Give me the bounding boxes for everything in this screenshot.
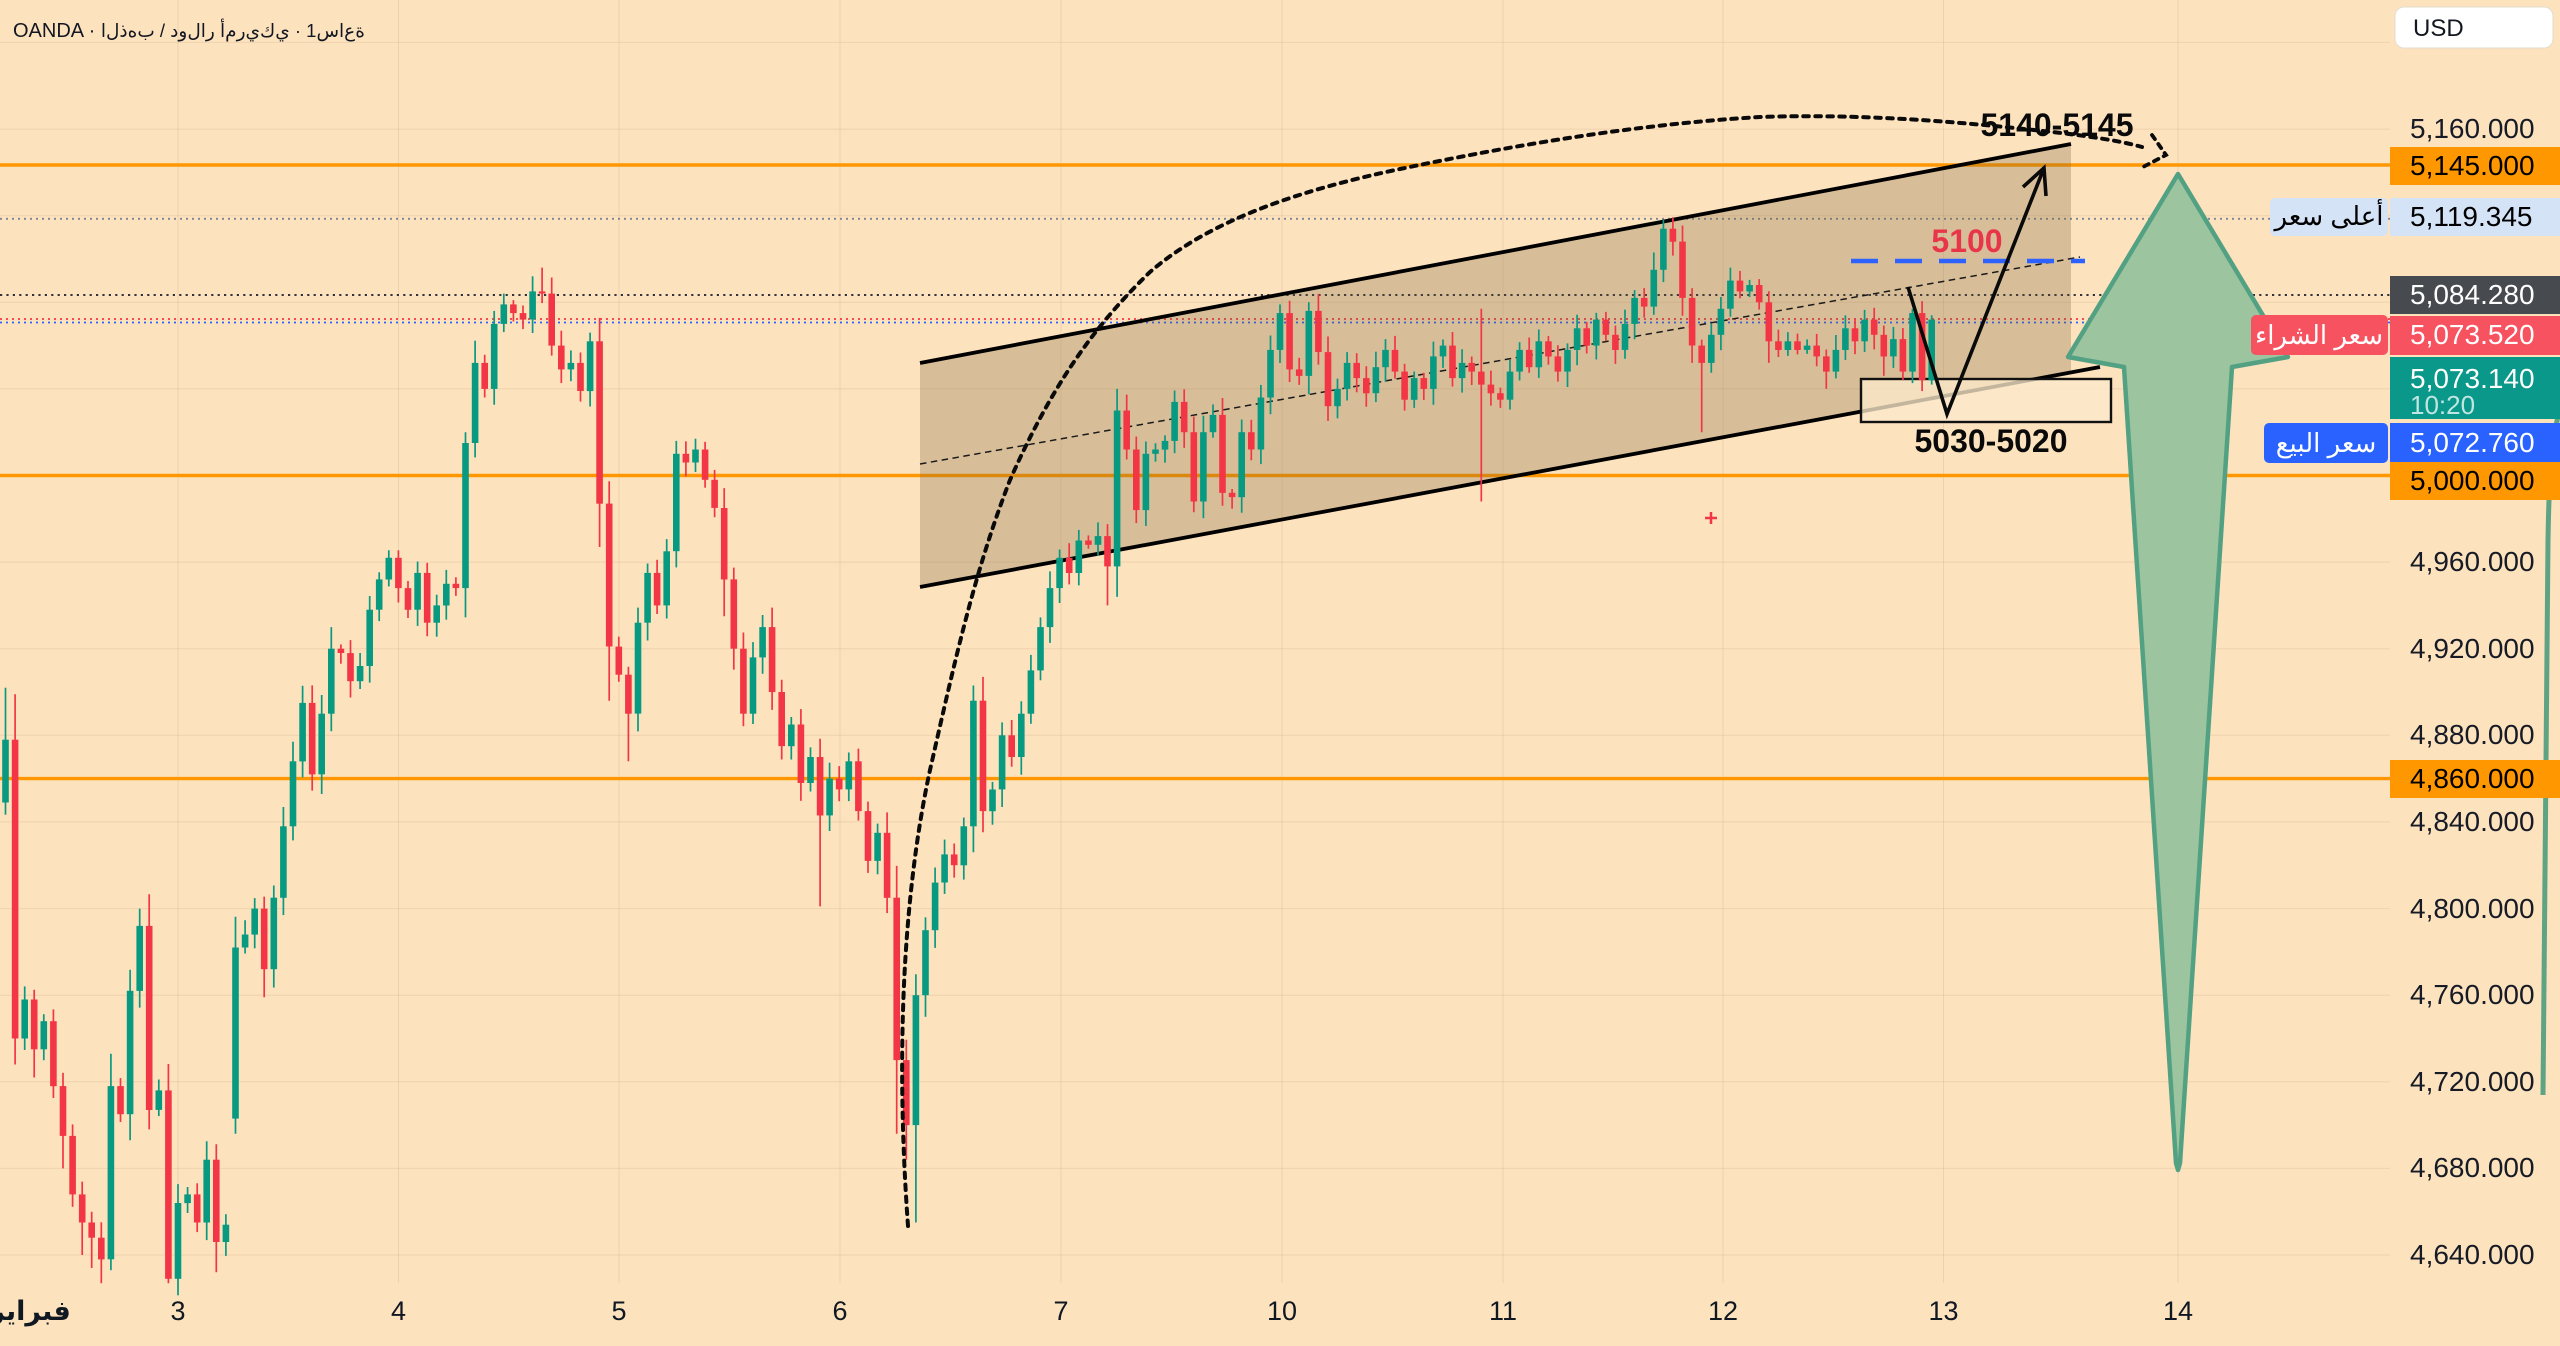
svg-text:14: 14: [2163, 1296, 2193, 1326]
svg-text:5,084.280: 5,084.280: [2410, 279, 2535, 310]
svg-text:7: 7: [1053, 1296, 1068, 1326]
svg-text:10: 10: [1267, 1296, 1297, 1326]
svg-text:4,960.000: 4,960.000: [2410, 546, 2535, 577]
svg-text:OANDA · ا‌ل‌ذ‌ه‌ب‌ ‌/‌ ‌د‌و‌ل‌: OANDA · ا‌ل‌ذ‌ه‌ب‌ ‌/‌ ‌د‌و‌ل‌ا‌ر‌ ‌أ‌م‌…: [13, 18, 365, 42]
svg-text:4,760.000: 4,760.000: [2410, 979, 2535, 1010]
svg-text:10:20: 10:20: [2410, 390, 2475, 420]
svg-text:3: 3: [170, 1296, 185, 1326]
svg-text:13: 13: [1928, 1296, 1958, 1326]
svg-text:5,073.520: 5,073.520: [2410, 319, 2535, 350]
svg-text:4,640.000: 4,640.000: [2410, 1239, 2535, 1270]
svg-text:سعر البيع: سعر البيع: [2276, 428, 2377, 459]
svg-text:4,840.000: 4,840.000: [2410, 806, 2535, 837]
svg-text:5,072.760: 5,072.760: [2410, 427, 2535, 458]
svg-text:5140-5145: 5140-5145: [1980, 107, 2133, 143]
svg-text:سعر الشراء: سعر الشراء: [2255, 320, 2383, 351]
svg-text:أعلى سعر: أعلى سعر: [2273, 198, 2384, 232]
svg-text:4,920.000: 4,920.000: [2410, 633, 2535, 664]
svg-text:5,119.345: 5,119.345: [2410, 201, 2533, 232]
svg-text:5,145.000: 5,145.000: [2410, 150, 2535, 181]
svg-text:4: 4: [391, 1296, 406, 1326]
svg-text:5,160.000: 5,160.000: [2410, 113, 2535, 144]
svg-text:5030-5020: 5030-5020: [1914, 423, 2067, 459]
svg-text:فبراير: فبراير: [0, 1296, 71, 1327]
svg-text:5,073.140: 5,073.140: [2410, 363, 2535, 394]
svg-text:6: 6: [832, 1296, 847, 1326]
svg-text:11: 11: [1489, 1296, 1517, 1326]
svg-text:5,000.000: 5,000.000: [2410, 465, 2535, 496]
svg-text:4,880.000: 4,880.000: [2410, 719, 2535, 750]
svg-text:4,720.000: 4,720.000: [2410, 1066, 2535, 1097]
svg-text:4,680.000: 4,680.000: [2410, 1152, 2535, 1183]
svg-text:USD: USD: [2413, 15, 2464, 42]
svg-text:5: 5: [611, 1296, 626, 1326]
svg-text:5100: 5100: [1931, 223, 2002, 259]
svg-text:4,800.000: 4,800.000: [2410, 893, 2535, 924]
svg-text:12: 12: [1708, 1296, 1738, 1326]
svg-text:4,860.000: 4,860.000: [2410, 763, 2535, 794]
